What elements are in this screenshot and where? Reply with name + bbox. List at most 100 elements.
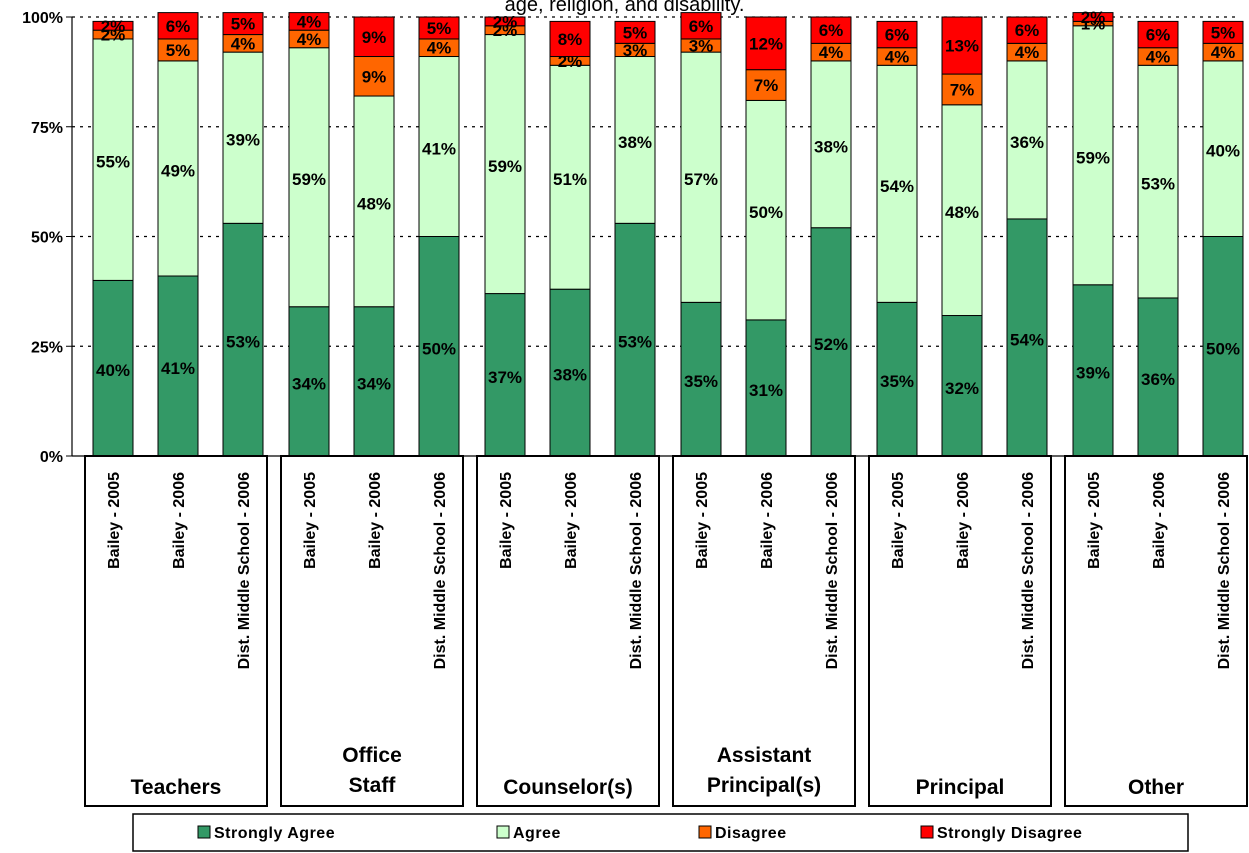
category-label: Dist. Middle School - 2006 [1216,472,1233,669]
group-label: Teachers [131,776,222,799]
category-label: Bailey - 2006 [367,472,384,569]
category-label: Dist. Middle School - 2006 [1020,472,1037,669]
bar-segment-strongly-agree [222,222,264,457]
bar-segment-strongly-disagree [288,12,330,31]
bar-segment-strongly-agree [484,293,526,457]
data-label: 8% [558,30,583,49]
bar-segment-strongly-disagree [1072,12,1114,22]
bar-segment-agree [941,104,983,317]
data-label: 49% [161,161,195,180]
data-label: 7% [754,76,779,95]
bar-segment-agree [353,95,395,308]
data-label: 53% [618,333,652,352]
data-label: 39% [1076,363,1110,382]
bar-segment-agree [1202,60,1244,238]
bar-segment-strongly-agree [680,301,722,457]
bar-segment-agree [484,34,526,295]
bar-segment-strongly-disagree [810,16,852,44]
y-tick-label: 100% [22,10,63,27]
bar-segment-agree [288,47,330,308]
data-label: 7% [950,80,975,99]
data-label: 34% [357,374,391,393]
bar-segment-agree [1137,64,1179,299]
bar-segment-strongly-disagree [549,20,591,58]
group-box [868,455,1052,807]
data-label: 2% [101,17,126,36]
category-label: Bailey - 2005 [106,472,123,569]
bar-segment-strongly-disagree [157,12,199,40]
legend-swatch [197,825,211,839]
data-label: 50% [1206,339,1240,358]
category-label: Dist. Middle School - 2006 [628,472,645,669]
data-label: 54% [880,177,914,196]
bar-segment-agree [810,60,852,229]
bar-segment-strongly-disagree [941,16,983,75]
data-label: 55% [96,153,130,172]
group-label: Staff [349,774,397,797]
category-label: Bailey - 2005 [498,472,515,569]
data-label: 31% [749,381,783,400]
bar-segment-strongly-disagree [1202,20,1244,44]
bar-segment-strongly-agree [1202,236,1244,457]
bar-segment-strongly-agree [1006,218,1048,457]
bar-segment-strongly-disagree [418,16,460,40]
category-label: Dist. Middle School - 2006 [824,472,841,669]
category-label: Bailey - 2006 [759,472,776,569]
chart-title: age, religion, and disability. [504,0,745,16]
bar-segment-strongly-disagree [353,16,395,58]
bar-segment-strongly-disagree [222,12,264,36]
legend-item-label: Agree [513,825,561,842]
data-label: 35% [684,372,718,391]
bar-segment-strongly-agree [549,288,591,457]
group-label: Other [1128,776,1184,799]
group-box [1064,455,1248,807]
bar-segment-strongly-agree [745,319,787,457]
data-label: 4% [427,39,452,58]
bar-segment-strongly-disagree [614,20,656,44]
category-label: Bailey - 2006 [1151,472,1168,569]
group-label: Counselor(s) [503,776,633,799]
data-label: 2% [1081,8,1106,27]
data-label: 6% [819,21,844,40]
data-label: 5% [623,23,648,42]
legend-item-label: Disagree [715,825,787,842]
data-label: 6% [885,26,910,45]
category-label: Bailey - 2006 [171,472,188,569]
y-tick-label: 0% [40,449,63,466]
group-box [280,455,464,807]
data-label: 9% [362,67,387,86]
bar-segment-strongly-agree [876,301,918,457]
data-label: 41% [161,359,195,378]
data-label: 59% [488,157,522,176]
data-label: 57% [684,170,718,189]
data-label: 34% [292,374,326,393]
bar-segment-strongly-disagree [92,20,134,31]
bar-segment-agree [876,64,918,303]
data-label: 5% [427,19,452,38]
data-label: 48% [357,194,391,213]
data-label: 4% [819,43,844,62]
legend-item-label: Strongly Agree [214,825,335,842]
data-label: 5% [1211,23,1236,42]
legend-swatch [496,825,510,839]
bar-segment-agree [1006,60,1048,220]
data-label: 6% [1146,26,1171,45]
data-label: 12% [749,34,783,53]
bar-segment-strongly-agree [1072,284,1114,457]
data-label: 13% [945,37,979,56]
bar-segment-disagree [941,73,983,106]
group-label: Principal(s) [707,774,821,797]
data-label: 53% [1141,175,1175,194]
data-label: 3% [623,41,648,60]
legend-swatch [920,825,934,839]
category-label: Bailey - 2005 [302,472,319,569]
data-label: 9% [362,28,387,47]
bar-segment-strongly-agree [810,227,852,457]
y-tick-label: 75% [31,120,63,137]
data-label: 51% [553,170,587,189]
group-box [476,455,660,807]
category-label: Dist. Middle School - 2006 [236,472,253,669]
data-label: 59% [292,170,326,189]
bar-segment-strongly-disagree [1137,20,1179,49]
